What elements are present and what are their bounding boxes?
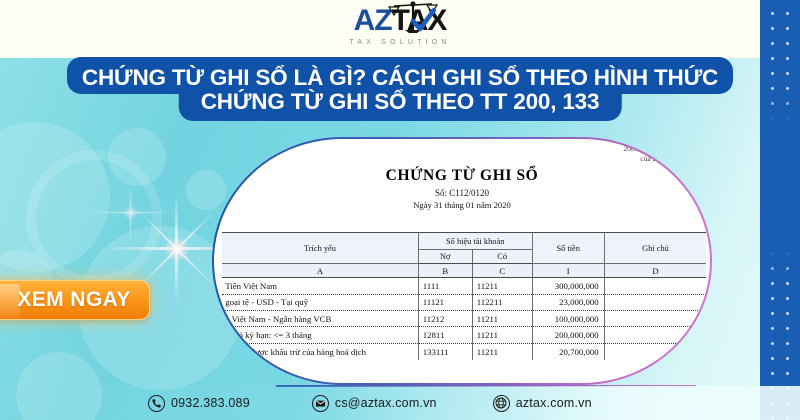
header-credit: Có bbox=[471, 249, 533, 265]
cell-credit: 11211 bbox=[471, 326, 533, 344]
header-debit: Nợ bbox=[417, 249, 473, 265]
cell-debit: 12811 bbox=[417, 326, 473, 344]
document-card: 200/2014/TT-BTC ngày của Bộ Tài Chính) C… bbox=[212, 137, 712, 385]
globe-icon bbox=[492, 394, 510, 412]
cell-debit: 11212 bbox=[417, 310, 473, 328]
cell-amount: 300,000,000 bbox=[531, 277, 605, 295]
envelope-icon bbox=[311, 394, 329, 412]
letter-description: A bbox=[222, 263, 419, 279]
cell-amount: 23,000,000 bbox=[531, 294, 605, 311]
table-row: GTGT được khấu trừ của hàng hoá dịch 133… bbox=[222, 343, 707, 360]
cell-amount: 20,700,000 bbox=[531, 343, 605, 360]
cell-amount: 200,000,000 bbox=[531, 326, 605, 344]
cell-description: GTGT được khấu trừ của hàng hoá dịch bbox=[222, 343, 419, 360]
cell-debit: 11121 bbox=[417, 294, 473, 311]
document-card-inner: 200/2014/TT-BTC ngày của Bộ Tài Chính) C… bbox=[214, 139, 710, 383]
cell-note bbox=[603, 277, 707, 295]
document-regulation-note: 200/2014/TT-BTC ngày của Bộ Tài Chính) bbox=[623, 144, 695, 164]
table-row: ửi có kỳ hạn: <= 3 tháng 12811 11211 200… bbox=[222, 326, 707, 344]
cell-note bbox=[603, 310, 707, 328]
table-row: Tiền Việt Nam 1111 11211 300,000,000 bbox=[222, 277, 707, 295]
logo-tagline: TAX SOLUTION bbox=[349, 39, 451, 46]
check-mark-icon bbox=[410, 8, 436, 32]
letter-amount: I bbox=[531, 263, 605, 279]
cell-amount: 100,000,000 bbox=[531, 310, 605, 328]
table-header-subrow: Nợ Có bbox=[222, 249, 706, 265]
regulation-note-line-1: 200/2014/TT-BTC ngày bbox=[623, 144, 696, 154]
cell-debit: 133111 bbox=[417, 343, 473, 360]
cell-description: n Việt Nam - Ngân hàng VCB bbox=[222, 310, 419, 328]
headline-line-2-wrap: CHỨNG TỪ GHI SỔ THEO TT 200, 133 bbox=[178, 87, 622, 121]
header-amount: Số tiền bbox=[531, 232, 605, 265]
letter-note: D bbox=[603, 263, 707, 279]
cell-note bbox=[603, 343, 707, 360]
header-note: Ghi chú bbox=[603, 232, 707, 265]
cell-note bbox=[603, 326, 707, 344]
contact-email[interactable]: cs@aztax.com.vn bbox=[311, 394, 437, 412]
table-row: n Việt Nam - Ngân hàng VCB 11212 11211 1… bbox=[222, 310, 707, 328]
cell-credit: 112211 bbox=[471, 294, 533, 311]
contact-website-value: aztax.com.vn bbox=[515, 396, 592, 410]
background-top-band bbox=[0, 0, 800, 62]
cell-credit: 11211 bbox=[471, 343, 533, 360]
brand-logo: AZTAX TAX SOLUTION bbox=[0, 1, 800, 46]
contact-phone-value: 0932.383.089 bbox=[171, 396, 250, 410]
ledger-table: Trích yếu Số hiệu tài khoản Số tiền Ghi … bbox=[222, 232, 707, 360]
cell-description: ửi có kỳ hạn: <= 3 tháng bbox=[222, 326, 419, 344]
cell-debit: 1111 bbox=[417, 277, 473, 295]
table-header-row: Trích yếu Số hiệu tài khoản Số tiền Ghi … bbox=[222, 232, 707, 265]
logo-mark: AZTAX bbox=[354, 1, 447, 38]
decorative-dotted-rail bbox=[760, 0, 800, 420]
cell-description: goại tệ - USD - Tại quỹ bbox=[222, 294, 419, 311]
contact-email-value: cs@aztax.com.vn bbox=[334, 396, 437, 410]
button-gloss bbox=[0, 284, 20, 318]
document-date: Ngày 31 tháng 01 năm 2020 bbox=[413, 200, 511, 211]
document-title: CHỨNG TỪ GHI SỔ bbox=[385, 167, 539, 185]
table-column-letter-row: A B C I D bbox=[222, 263, 707, 279]
cell-note bbox=[603, 294, 707, 311]
document-number: Số: C112/0120 bbox=[435, 188, 489, 199]
headline-line-2: CHỨNG TỪ GHI SỔ THEO TT 200, 133 bbox=[200, 89, 600, 114]
phone-icon bbox=[148, 394, 165, 412]
letter-credit: C bbox=[471, 263, 533, 279]
header-description: Trích yếu bbox=[222, 232, 419, 265]
contact-phone[interactable]: 0932.383.089 bbox=[148, 394, 250, 412]
cell-description: Tiền Việt Nam bbox=[222, 277, 419, 295]
contact-website[interactable]: aztax.com.vn bbox=[492, 394, 592, 412]
cell-credit: 11211 bbox=[471, 277, 533, 295]
headline-banner: CHỨNG TỪ GHI SỔ LÀ GÌ? CÁCH GHI SỔ THEO … bbox=[67, 57, 733, 121]
view-now-button[interactable]: XEM NGAY bbox=[0, 280, 150, 320]
contact-bar: 0932.383.089 cs@aztax.com.vn aztax.com bbox=[0, 386, 800, 420]
table-row: goại tệ - USD - Tại quỹ 11121 112211 23,… bbox=[222, 294, 707, 311]
regulation-note-line-2: của Bộ Tài Chính) bbox=[640, 154, 696, 164]
header-account-group: Số hiệu tài khoản bbox=[417, 232, 533, 251]
headline-line-1: CHỨNG TỪ GHI SỔ LÀ GÌ? CÁCH GHI SỔ THEO … bbox=[81, 65, 719, 90]
cell-credit: 11211 bbox=[471, 310, 533, 328]
letter-debit: B bbox=[417, 263, 473, 279]
view-now-button-label: XEM NGAY bbox=[17, 288, 131, 311]
